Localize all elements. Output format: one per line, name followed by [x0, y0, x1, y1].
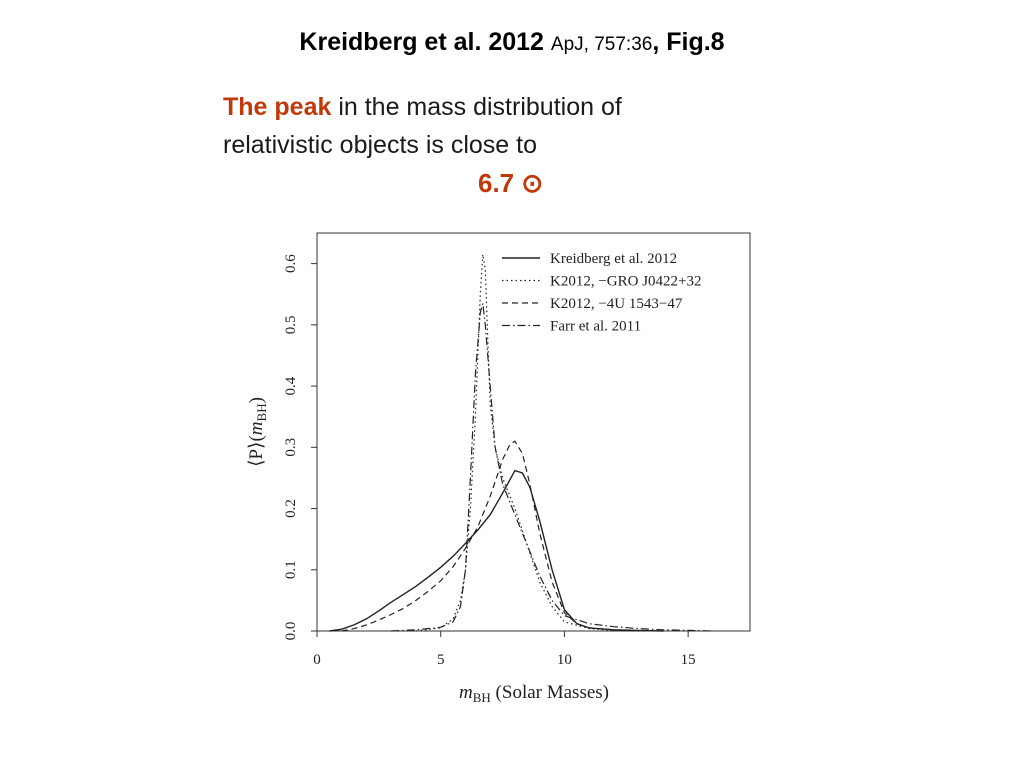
series-line — [341, 440, 639, 632]
legend-label: K2012, −4U 1543−47 — [550, 296, 683, 312]
x-tick-label: 0 — [313, 652, 321, 668]
series-line — [391, 303, 713, 632]
x-tick-label: 15 — [681, 652, 696, 668]
y-tick-label: 0.2 — [283, 499, 299, 518]
x-tick-label: 10 — [557, 652, 572, 668]
series-line — [329, 469, 664, 632]
legend: Kreidberg et al. 2012 K2012, −GRO J0422+3… — [502, 251, 702, 335]
y-tick-label: 0.0 — [283, 622, 299, 641]
x-axis-label: mBH (Solar Masses) — [459, 682, 609, 705]
peak-value-number: 6.7 — [478, 168, 515, 198]
series-line — [415, 254, 639, 632]
x-axis-ticks: 0 5 10 15 — [313, 631, 696, 668]
y-tick-label: 0.1 — [283, 560, 299, 579]
x-tick-label: 5 — [437, 652, 445, 668]
title-authors: Kreidberg et al. 2012 — [299, 28, 544, 56]
title-reference: ApJ, 757:36 — [550, 34, 653, 55]
slide-title: Kreidberg et al. 2012 ApJ, 757:36, Fig.8 — [0, 28, 1024, 57]
statement-accent: The peak — [223, 93, 332, 121]
series-lines — [329, 254, 713, 632]
statement-text: The peak in the mass distribution of rel… — [223, 88, 783, 164]
y-tick-label: 0.5 — [283, 315, 299, 334]
statement-line1: in the mass distribution of — [331, 93, 622, 121]
solar-mass-symbol-icon: ⊙ — [521, 168, 544, 198]
y-tick-label: 0.6 — [283, 254, 299, 273]
legend-label: Kreidberg et al. 2012 — [550, 251, 677, 267]
y-tick-label: 0.3 — [283, 438, 299, 457]
title-figure: , Fig.8 — [652, 28, 725, 56]
legend-label: Farr et al. 2011 — [550, 319, 641, 335]
plot-frame — [316, 232, 751, 632]
peak-value: 6.7 ⊙ — [478, 168, 543, 199]
statement-line2: relativistic objects is close to — [223, 131, 538, 159]
legend-label: K2012, −GRO J0422+32 — [550, 274, 702, 290]
y-tick-label: 0.4 — [283, 376, 299, 395]
y-axis-label: ⟨P⟩(mBH) — [246, 397, 269, 467]
y-axis-ticks: 0.0 0.1 0.2 0.3 0.4 0.5 0.6 — [283, 254, 317, 641]
